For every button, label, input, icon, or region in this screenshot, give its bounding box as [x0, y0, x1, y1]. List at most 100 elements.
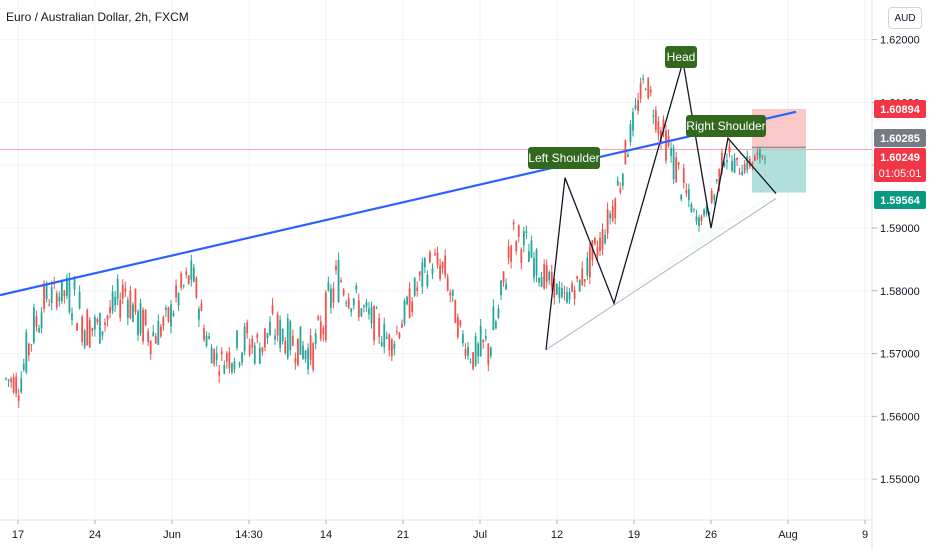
candle-body	[203, 328, 205, 340]
candle-body	[571, 283, 573, 292]
candle-body	[637, 100, 639, 111]
candle-body	[106, 315, 109, 320]
candle-body	[200, 303, 203, 311]
trendline[interactable]	[0, 110, 797, 297]
candle-body	[20, 378, 23, 393]
candle-body	[251, 338, 254, 348]
candle-body	[713, 195, 716, 200]
price-tag-bg	[874, 100, 926, 119]
candle-body	[172, 312, 175, 316]
candle-body	[159, 326, 162, 337]
candle-body	[363, 305, 365, 307]
candle-body	[545, 265, 548, 282]
candle-body	[225, 353, 228, 362]
candle-body	[319, 321, 322, 339]
candle-body	[484, 335, 487, 340]
time-axis-tick-label: 17	[12, 529, 24, 541]
candle-body	[693, 209, 695, 211]
candle-body	[312, 343, 315, 370]
candle-body	[406, 297, 408, 305]
candle-body	[383, 323, 386, 348]
candle-body	[538, 277, 540, 283]
candle-body	[157, 320, 160, 345]
candle-body	[576, 276, 579, 279]
candle-body	[642, 78, 645, 80]
grid	[0, 0, 872, 520]
candle-body	[418, 271, 421, 276]
candle-body	[629, 124, 632, 143]
candle-body	[167, 307, 170, 322]
candle-body	[568, 292, 571, 300]
candle-body	[540, 277, 543, 287]
candle-body	[17, 395, 20, 401]
currency-button[interactable]: AUD	[888, 7, 922, 29]
candle-body	[738, 173, 741, 175]
candle-body	[553, 278, 556, 298]
candle-body	[657, 121, 660, 134]
candle-body	[25, 332, 28, 373]
candle-body	[675, 157, 678, 183]
candle-body	[677, 162, 680, 165]
pattern-baseline	[545, 198, 777, 351]
time-axis-tick-label: 26	[705, 529, 717, 541]
candle-body	[746, 155, 749, 171]
candle-body	[479, 325, 482, 357]
candle-body	[291, 335, 294, 346]
candle-body	[30, 344, 33, 346]
candle-body	[604, 235, 606, 243]
candle-body	[347, 298, 350, 309]
candle-body	[289, 321, 292, 351]
take-profit-zone[interactable]	[752, 147, 806, 193]
candle-body	[342, 289, 345, 296]
candle-body	[246, 322, 249, 334]
candle-body	[149, 340, 152, 355]
candle-body	[258, 348, 261, 364]
candle-body	[652, 115, 655, 117]
candle-body	[78, 291, 81, 309]
candle-body	[456, 317, 459, 338]
candle-body	[413, 278, 416, 296]
candle-body	[533, 257, 535, 278]
candle-body	[451, 289, 454, 296]
candle-body	[345, 302, 348, 304]
candle-body	[543, 264, 546, 289]
pattern-label[interactable]: Left Shoulder	[528, 147, 600, 169]
candle-body	[606, 209, 609, 234]
candle-body	[449, 292, 452, 296]
candle-body	[726, 160, 728, 163]
candle-body	[439, 265, 441, 280]
candle-body	[695, 216, 698, 222]
candle-body	[512, 222, 515, 225]
time-axis: 17 24 Jun 14:30 14 21 Jul 12 19 26 Aug 9	[12, 520, 868, 541]
candle-body	[104, 322, 106, 325]
price-tag-bg	[874, 191, 926, 209]
candle-body	[472, 352, 474, 369]
candle-body	[38, 328, 40, 333]
pattern-label[interactable]: Right Shoulder	[686, 115, 766, 137]
candle-body	[510, 245, 513, 262]
candle-body	[649, 89, 652, 93]
candle-body	[619, 188, 622, 193]
price-axis-tick-label: 1.59000	[880, 223, 920, 235]
candle-body	[368, 308, 370, 315]
candle-body	[459, 320, 462, 326]
pattern-label[interactable]: Head	[665, 46, 697, 68]
candle-body	[198, 308, 200, 320]
candle-body	[528, 251, 530, 262]
pattern-line[interactable]	[545, 61, 777, 350]
candle-body	[355, 285, 358, 290]
candle-body	[58, 296, 61, 302]
time-axis-tick-label: 21	[397, 529, 409, 541]
candle-body	[35, 316, 38, 327]
candle-body	[231, 363, 233, 373]
pattern-label-text: Left Shoulder	[528, 151, 599, 165]
candle-body	[274, 335, 276, 340]
chart-title: Euro / Australian Dollar, 2h, FXCM	[6, 10, 189, 24]
candle-body	[144, 309, 147, 326]
price-tag-label: 1.60249	[880, 152, 920, 164]
candle-body	[365, 302, 368, 308]
candle-body	[175, 285, 177, 298]
candle-body	[264, 328, 266, 348]
price-tags: 1.60894 1.60285 1.60249 01:05:01 1.59564	[874, 100, 926, 209]
